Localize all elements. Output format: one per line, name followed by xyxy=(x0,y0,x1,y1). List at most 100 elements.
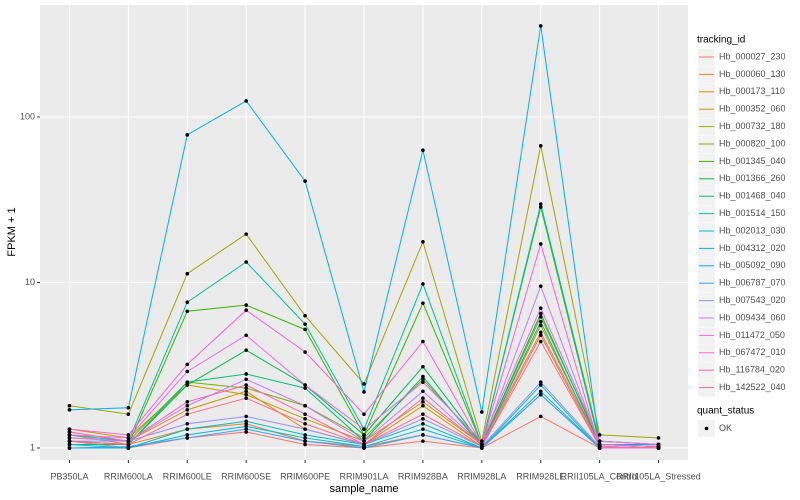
x-tick-label: RRIM928LE xyxy=(516,471,565,481)
point xyxy=(185,427,190,431)
point xyxy=(244,383,248,387)
x-tick-label: RRIM928BA xyxy=(398,471,448,481)
legend-label: Hb_001366_260 xyxy=(719,173,786,183)
point xyxy=(597,444,602,449)
point xyxy=(244,419,248,424)
point xyxy=(538,319,543,324)
x-axis-title: sample_name xyxy=(329,483,398,495)
legend-label: Hb_000732_180 xyxy=(719,121,786,131)
point xyxy=(362,433,366,437)
point xyxy=(421,282,425,286)
point xyxy=(538,383,543,387)
point xyxy=(244,308,248,313)
point xyxy=(303,327,307,332)
point xyxy=(597,433,602,437)
point xyxy=(185,309,190,314)
x-tick-label: PB350LA xyxy=(50,471,88,481)
point xyxy=(303,386,307,390)
point xyxy=(67,403,72,408)
point xyxy=(538,330,543,335)
point xyxy=(421,380,425,384)
point xyxy=(185,421,190,426)
point xyxy=(538,306,543,310)
point xyxy=(480,410,484,414)
point xyxy=(538,202,543,206)
point xyxy=(185,300,190,305)
point xyxy=(126,436,131,440)
x-tick-label: RRIM928LA xyxy=(457,471,506,481)
point xyxy=(244,396,248,400)
point xyxy=(185,412,190,416)
point xyxy=(421,417,425,421)
x-tick-label: RRIM600SE xyxy=(221,471,271,481)
legend-label: Hb_002013_030 xyxy=(719,225,786,235)
point xyxy=(421,400,425,404)
x-tick-label: RRII105LA_Control xyxy=(561,471,639,481)
point xyxy=(303,436,307,440)
x-tick-label: RRIM600LE xyxy=(163,471,212,481)
y-tick-label: 10 xyxy=(25,277,35,287)
legend-label: Hb_011472_050 xyxy=(719,330,785,340)
point xyxy=(421,148,425,152)
point xyxy=(362,446,366,450)
legend-label: OK xyxy=(719,423,732,433)
point xyxy=(185,400,190,404)
point xyxy=(67,430,72,434)
point xyxy=(538,205,543,209)
point xyxy=(185,271,190,276)
point xyxy=(185,436,190,440)
point xyxy=(244,348,248,352)
point xyxy=(538,284,543,288)
point xyxy=(362,390,366,394)
point xyxy=(421,389,425,394)
point xyxy=(303,421,307,426)
legend-label: Hb_001514_150 xyxy=(719,208,786,218)
legend-label: Hb_000820_100 xyxy=(719,138,786,148)
legend-label: Hb_004312_020 xyxy=(719,243,786,253)
point xyxy=(303,442,307,447)
point xyxy=(244,386,248,390)
point xyxy=(656,446,661,450)
point xyxy=(421,374,425,379)
point xyxy=(244,372,248,376)
point xyxy=(421,412,425,416)
point xyxy=(244,430,248,434)
point xyxy=(597,439,602,443)
point xyxy=(244,232,248,236)
point xyxy=(185,369,190,374)
point xyxy=(303,350,307,354)
point xyxy=(538,380,543,384)
point xyxy=(67,442,72,447)
y-tick-label: 1 xyxy=(30,442,35,452)
legend-label: Hb_006787_070 xyxy=(719,278,786,288)
point xyxy=(303,322,307,326)
point xyxy=(185,380,190,384)
point xyxy=(538,339,543,344)
point xyxy=(126,405,131,410)
point xyxy=(126,442,131,447)
point xyxy=(538,315,543,319)
legend-title: tracking_id xyxy=(697,35,745,46)
legend-label: Hb_009434_060 xyxy=(719,312,786,322)
point xyxy=(303,313,307,318)
point xyxy=(421,364,425,369)
point xyxy=(67,439,72,443)
point xyxy=(303,383,307,387)
point xyxy=(421,339,425,344)
legend-label: Hb_067472_010 xyxy=(719,347,786,357)
point xyxy=(244,424,248,429)
point xyxy=(421,377,425,382)
point xyxy=(480,444,484,449)
legend-key xyxy=(698,118,715,136)
point xyxy=(185,362,190,367)
point xyxy=(67,408,72,412)
point xyxy=(362,382,366,386)
legend-label: Hb_000060_130 xyxy=(719,69,786,79)
point xyxy=(244,333,248,338)
point xyxy=(67,427,72,431)
point xyxy=(538,389,543,394)
legend-point xyxy=(704,426,709,431)
point xyxy=(126,412,131,416)
legend-label: Hb_116784_020 xyxy=(719,365,785,375)
